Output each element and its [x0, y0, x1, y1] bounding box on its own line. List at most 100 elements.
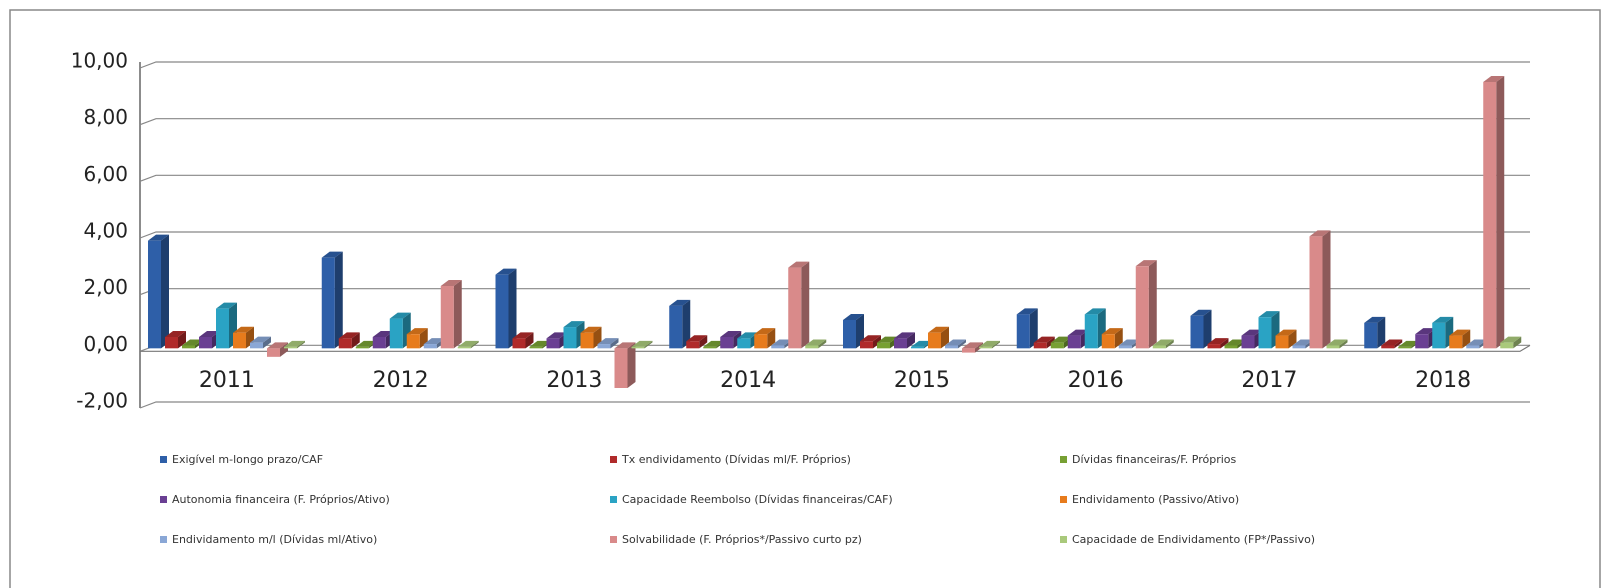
legend-label: Capacidade Reembolso (Dívidas financeira…	[622, 493, 893, 506]
bar-side	[1148, 260, 1157, 349]
bar-group	[1016, 308, 1038, 349]
bar	[563, 327, 577, 349]
bar	[597, 344, 611, 349]
legend-swatch	[160, 536, 167, 543]
bar-top	[321, 251, 343, 258]
bar-top	[843, 314, 864, 320]
bar-group	[1364, 316, 1386, 349]
grid-line	[139, 401, 1530, 409]
bar-side	[1496, 76, 1505, 349]
grid-line	[139, 174, 1530, 182]
bar-side	[818, 339, 827, 349]
grid-line	[139, 118, 1530, 126]
bar-side	[525, 332, 534, 349]
legend-label: Capacidade de Endividamento (FP*/Passivo…	[1072, 533, 1315, 546]
bar	[1207, 344, 1221, 349]
x-tick-label: 2018	[1415, 368, 1471, 393]
bar-side	[1165, 339, 1174, 349]
x-tick-label: 2017	[1241, 368, 1297, 393]
bar-top	[372, 331, 394, 337]
bar-group	[614, 342, 636, 388]
legend-label: Dívidas financeiras/F. Próprios	[1072, 453, 1237, 466]
bar-top	[546, 332, 568, 339]
bar-side	[1114, 328, 1123, 349]
bar	[372, 337, 386, 349]
y-tick-label: 0,00	[83, 332, 128, 356]
bar	[1016, 314, 1030, 349]
bar-top	[1135, 260, 1157, 267]
x-tick-label: 2013	[546, 368, 602, 393]
bar-top	[877, 336, 898, 343]
bar-side	[992, 340, 1000, 349]
floor	[140, 344, 1531, 352]
bar	[182, 345, 195, 349]
bar	[703, 346, 717, 349]
bar-top	[406, 328, 428, 335]
bar-top	[1067, 329, 1089, 336]
bar-top	[928, 326, 949, 333]
bar	[754, 334, 768, 349]
bar	[546, 338, 560, 349]
bar	[1466, 345, 1480, 349]
bar	[1500, 342, 1514, 349]
x-tick-label: 2014	[720, 368, 776, 393]
bar-group	[1190, 309, 1212, 349]
bar-top	[233, 326, 254, 333]
grid-line	[139, 61, 1530, 69]
bar-group	[945, 339, 966, 349]
bar-top	[1415, 328, 1437, 335]
bar-top	[1190, 309, 1212, 316]
bar-side	[1513, 336, 1522, 349]
bar	[1292, 345, 1306, 349]
bar	[440, 286, 454, 349]
bar	[737, 338, 751, 349]
bar	[1190, 315, 1204, 349]
bar-top	[284, 340, 305, 347]
bar-side	[958, 339, 966, 349]
bar	[216, 308, 229, 349]
bar-group	[512, 332, 534, 349]
bar	[250, 342, 263, 349]
bar-top	[563, 321, 585, 328]
bar	[720, 337, 734, 349]
bar-side	[610, 338, 619, 349]
bar-side	[1288, 329, 1297, 349]
bar-top	[1084, 308, 1106, 315]
bar	[495, 274, 509, 349]
legend-label: Endividamento (Passivo/Ativo)	[1072, 493, 1239, 506]
bar-group	[495, 268, 517, 349]
bar-top	[338, 332, 360, 339]
bar-side	[334, 251, 343, 349]
y-tick-label: 6,00	[83, 162, 128, 186]
bar-group	[1275, 329, 1297, 349]
bar-top	[805, 339, 827, 346]
bar-top	[737, 332, 759, 339]
bar	[1067, 335, 1081, 349]
bar-top	[945, 339, 966, 346]
bar	[406, 334, 420, 349]
bar-group	[389, 312, 411, 349]
bar	[338, 338, 352, 349]
bar-top	[962, 342, 983, 349]
bar-top	[250, 336, 271, 343]
bar-group	[250, 336, 271, 349]
bar-top	[979, 340, 1000, 347]
bar-group	[440, 280, 462, 349]
bar-side	[682, 299, 691, 349]
bar-group	[1483, 76, 1505, 349]
bar	[457, 346, 471, 349]
bar	[962, 348, 975, 353]
bar-top	[1326, 339, 1348, 346]
bar-top	[631, 340, 653, 347]
bar-group	[788, 261, 810, 349]
bar	[284, 346, 297, 349]
x-tick-label: 2012	[373, 368, 429, 393]
bar	[945, 345, 958, 349]
bar	[877, 342, 890, 349]
bar	[423, 344, 437, 349]
bar-side	[1377, 316, 1386, 349]
bar-group	[686, 335, 708, 349]
bar	[1033, 342, 1047, 349]
bar-group	[165, 331, 186, 349]
bar-group	[284, 340, 305, 349]
